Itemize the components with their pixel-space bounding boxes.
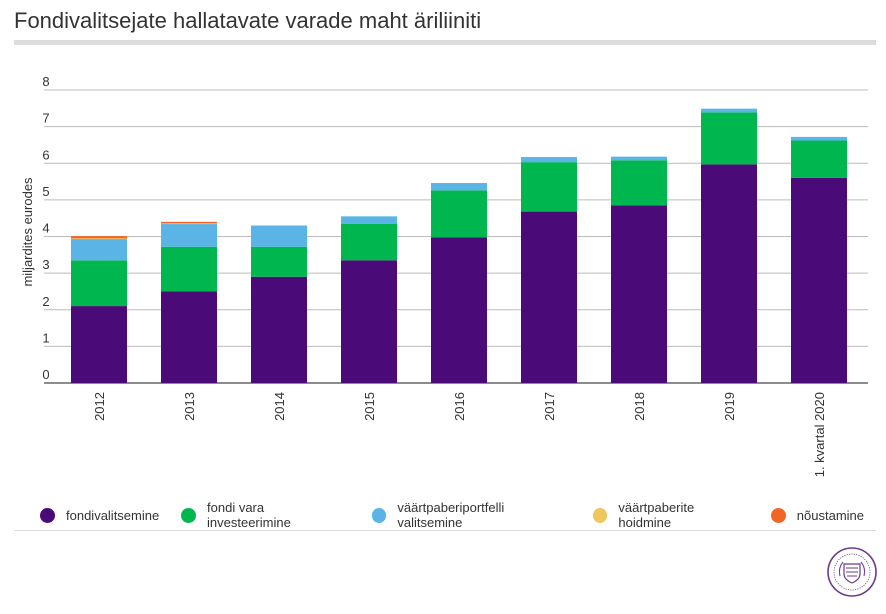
bar-1-2016 bbox=[431, 237, 487, 383]
y-tick-label: 5 bbox=[42, 184, 49, 199]
bottom-divider bbox=[14, 530, 876, 531]
legend-swatch bbox=[770, 507, 786, 523]
bar-1-2018 bbox=[611, 205, 667, 383]
y-axis-label: miljardites eurodes bbox=[20, 177, 35, 287]
bar-2-2013 bbox=[161, 246, 217, 292]
legend-label: fondivalitsemine bbox=[66, 507, 160, 523]
y-tick-label: 0 bbox=[42, 367, 49, 382]
y-tick-labels: 0 1 2 3 4 5 6 7 8 bbox=[42, 74, 49, 382]
y-tick-label: 7 bbox=[42, 111, 49, 126]
finantsinspektsioon-seal-logo bbox=[827, 547, 877, 597]
bar-2-1-kvartal-2020 bbox=[791, 140, 847, 178]
bar-1-2019 bbox=[701, 164, 757, 383]
bar-4-2013 bbox=[161, 223, 217, 225]
bar-3-1-kvartal-2020 bbox=[791, 136, 847, 141]
x-tick-label: 2018 bbox=[632, 392, 647, 421]
bar-3-2017 bbox=[521, 157, 577, 163]
bar-3-2014 bbox=[251, 225, 307, 247]
x-tick-label: 2019 bbox=[722, 392, 737, 421]
legend-label: fondi vara investeerimine bbox=[207, 500, 291, 530]
bar-2-2012 bbox=[71, 260, 127, 307]
bar-3-2015 bbox=[341, 216, 397, 224]
y-tick-label: 2 bbox=[42, 294, 49, 309]
x-tick-label: 2013 bbox=[182, 392, 197, 421]
y-tick-label: 6 bbox=[42, 147, 49, 162]
bar-2-2018 bbox=[611, 160, 667, 206]
x-tick-labels: 2012 2013 2014 2015 2016 2017 2018 2019 1. kvart… bbox=[92, 392, 827, 477]
bar-2-2017 bbox=[521, 162, 577, 212]
bar-2-2015 bbox=[341, 223, 397, 261]
bar-1-2014 bbox=[251, 276, 307, 383]
y-tick-label: 1 bbox=[42, 330, 49, 345]
legend-item: väärtpaberite hoidmine bbox=[592, 500, 749, 530]
x-tick-label: 2012 bbox=[92, 392, 107, 421]
bar-3-2018 bbox=[611, 156, 667, 161]
legend-swatch bbox=[40, 507, 55, 523]
bar-5-2013 bbox=[161, 221, 217, 224]
legend-item: nõustamine bbox=[770, 507, 864, 523]
legend-label: nõustamine bbox=[796, 507, 864, 523]
bar-1-1-kvartal-2020 bbox=[791, 177, 847, 383]
x-tick-label: 1. kvartal 2020 bbox=[812, 392, 827, 477]
title-divider bbox=[14, 40, 876, 45]
legend-swatch bbox=[371, 507, 387, 523]
bar-1-2017 bbox=[521, 211, 577, 383]
x-tick-label: 2014 bbox=[272, 392, 287, 421]
y-tick-label: 4 bbox=[42, 221, 49, 236]
bar-3-2013 bbox=[161, 224, 217, 247]
x-tick-label: 2016 bbox=[452, 392, 467, 421]
bar-2-2014 bbox=[251, 246, 307, 277]
bar-3-2016 bbox=[431, 183, 487, 191]
bar-5-2012 bbox=[71, 236, 127, 239]
bar-2-2016 bbox=[431, 190, 487, 238]
legend-item: fondivalitsemine bbox=[40, 507, 160, 523]
bar-4-2012 bbox=[71, 238, 127, 240]
legend-item: fondi vara investeerimine bbox=[181, 500, 349, 530]
bars bbox=[71, 108, 847, 383]
bar-1-2015 bbox=[341, 260, 397, 383]
bar-1-2013 bbox=[161, 291, 217, 383]
legend-item: väärtpaberiportfelli valitsemine bbox=[371, 500, 571, 530]
legend-label: väärtpaberiportfelli valitsemine bbox=[397, 500, 505, 530]
y-tick-label: 8 bbox=[42, 74, 49, 89]
y-tick-label: 3 bbox=[42, 257, 49, 272]
x-tick-label: 2015 bbox=[362, 392, 377, 421]
bar-3-2012 bbox=[71, 239, 127, 261]
bar-2-2019 bbox=[701, 112, 757, 165]
legend-label: väärtpaberite hoidmine bbox=[618, 500, 695, 530]
chart-title: Fondivalitsejate hallatavate varade maht… bbox=[14, 8, 482, 33]
bar-1-2012 bbox=[71, 306, 127, 383]
legend-swatch bbox=[181, 507, 197, 523]
legend: fondivalitsemine fondi vara investeerimin… bbox=[40, 500, 886, 530]
bar-3-2019 bbox=[701, 108, 757, 113]
x-tick-label: 2017 bbox=[542, 392, 557, 421]
legend-swatch bbox=[592, 507, 608, 523]
